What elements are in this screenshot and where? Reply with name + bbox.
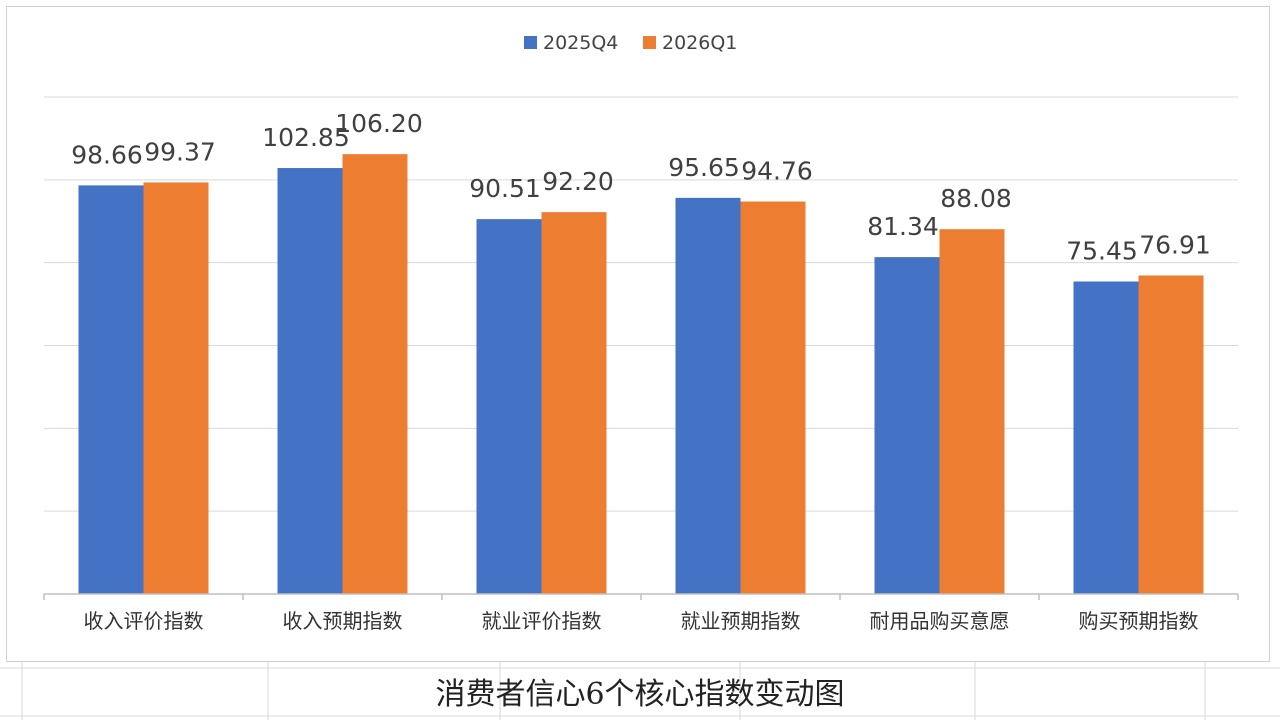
category-label: 购买预期指数 [1079,609,1199,633]
data-label: 75.45 [1066,237,1138,266]
bar-2025Q4-2[interactable] [277,168,343,594]
data-label: 88.08 [940,184,1012,213]
bar-2026Q1-6[interactable] [1138,275,1204,594]
bar-2026Q1-3[interactable] [541,212,607,594]
legend-entry[interactable]: 2026Q1 [662,32,737,54]
data-label: 99.37 [144,137,216,166]
chart-caption: 消费者信心6个核心指数变动图 [435,677,845,712]
legend[interactable]: 2025Q4 2026Q1 [524,32,737,54]
data-label: 92.20 [542,167,614,196]
category-label: 就业预期指数 [681,609,801,633]
bar-2026Q1-2[interactable] [342,154,408,594]
data-label: 98.66 [71,140,143,169]
gridlines [44,96,1238,512]
bar-2026Q1-1[interactable] [143,182,209,595]
bar-2026Q1-5[interactable] [939,229,1005,594]
bar-2025Q4-4[interactable] [675,197,741,594]
legend-swatch [643,36,656,49]
bar-2025Q4-3[interactable] [476,219,542,594]
data-label: 95.65 [668,153,740,182]
bar-2025Q4-6[interactable] [1073,281,1139,594]
bars [78,154,1204,595]
category-label: 收入预期指数 [283,609,403,633]
data-label: 90.51 [469,174,541,203]
bar-2025Q4-1[interactable] [78,185,144,594]
data-label: 76.91 [1139,230,1211,259]
bar-2025Q4-5[interactable] [874,257,940,594]
bar-2026Q1-4[interactable] [740,201,806,595]
legend-entry[interactable]: 2025Q4 [543,32,618,54]
x-axis-ticks [43,594,1239,600]
category-label: 就业评价指数 [482,609,602,633]
data-label: 81.34 [867,212,939,241]
category-label: 耐用品购买意愿 [870,609,1010,633]
legend-swatch [524,36,537,49]
category-labels: 收入评价指数 收入预期指数 就业评价指数 就业预期指数 耐用品购买意愿 购买预期指数 [84,609,1199,633]
data-label: 106.20 [335,109,422,138]
chart-area[interactable] [6,6,1270,662]
data-label: 94.76 [741,157,813,186]
data-label: 102.85 [262,123,349,152]
category-label: 收入评价指数 [84,609,204,633]
